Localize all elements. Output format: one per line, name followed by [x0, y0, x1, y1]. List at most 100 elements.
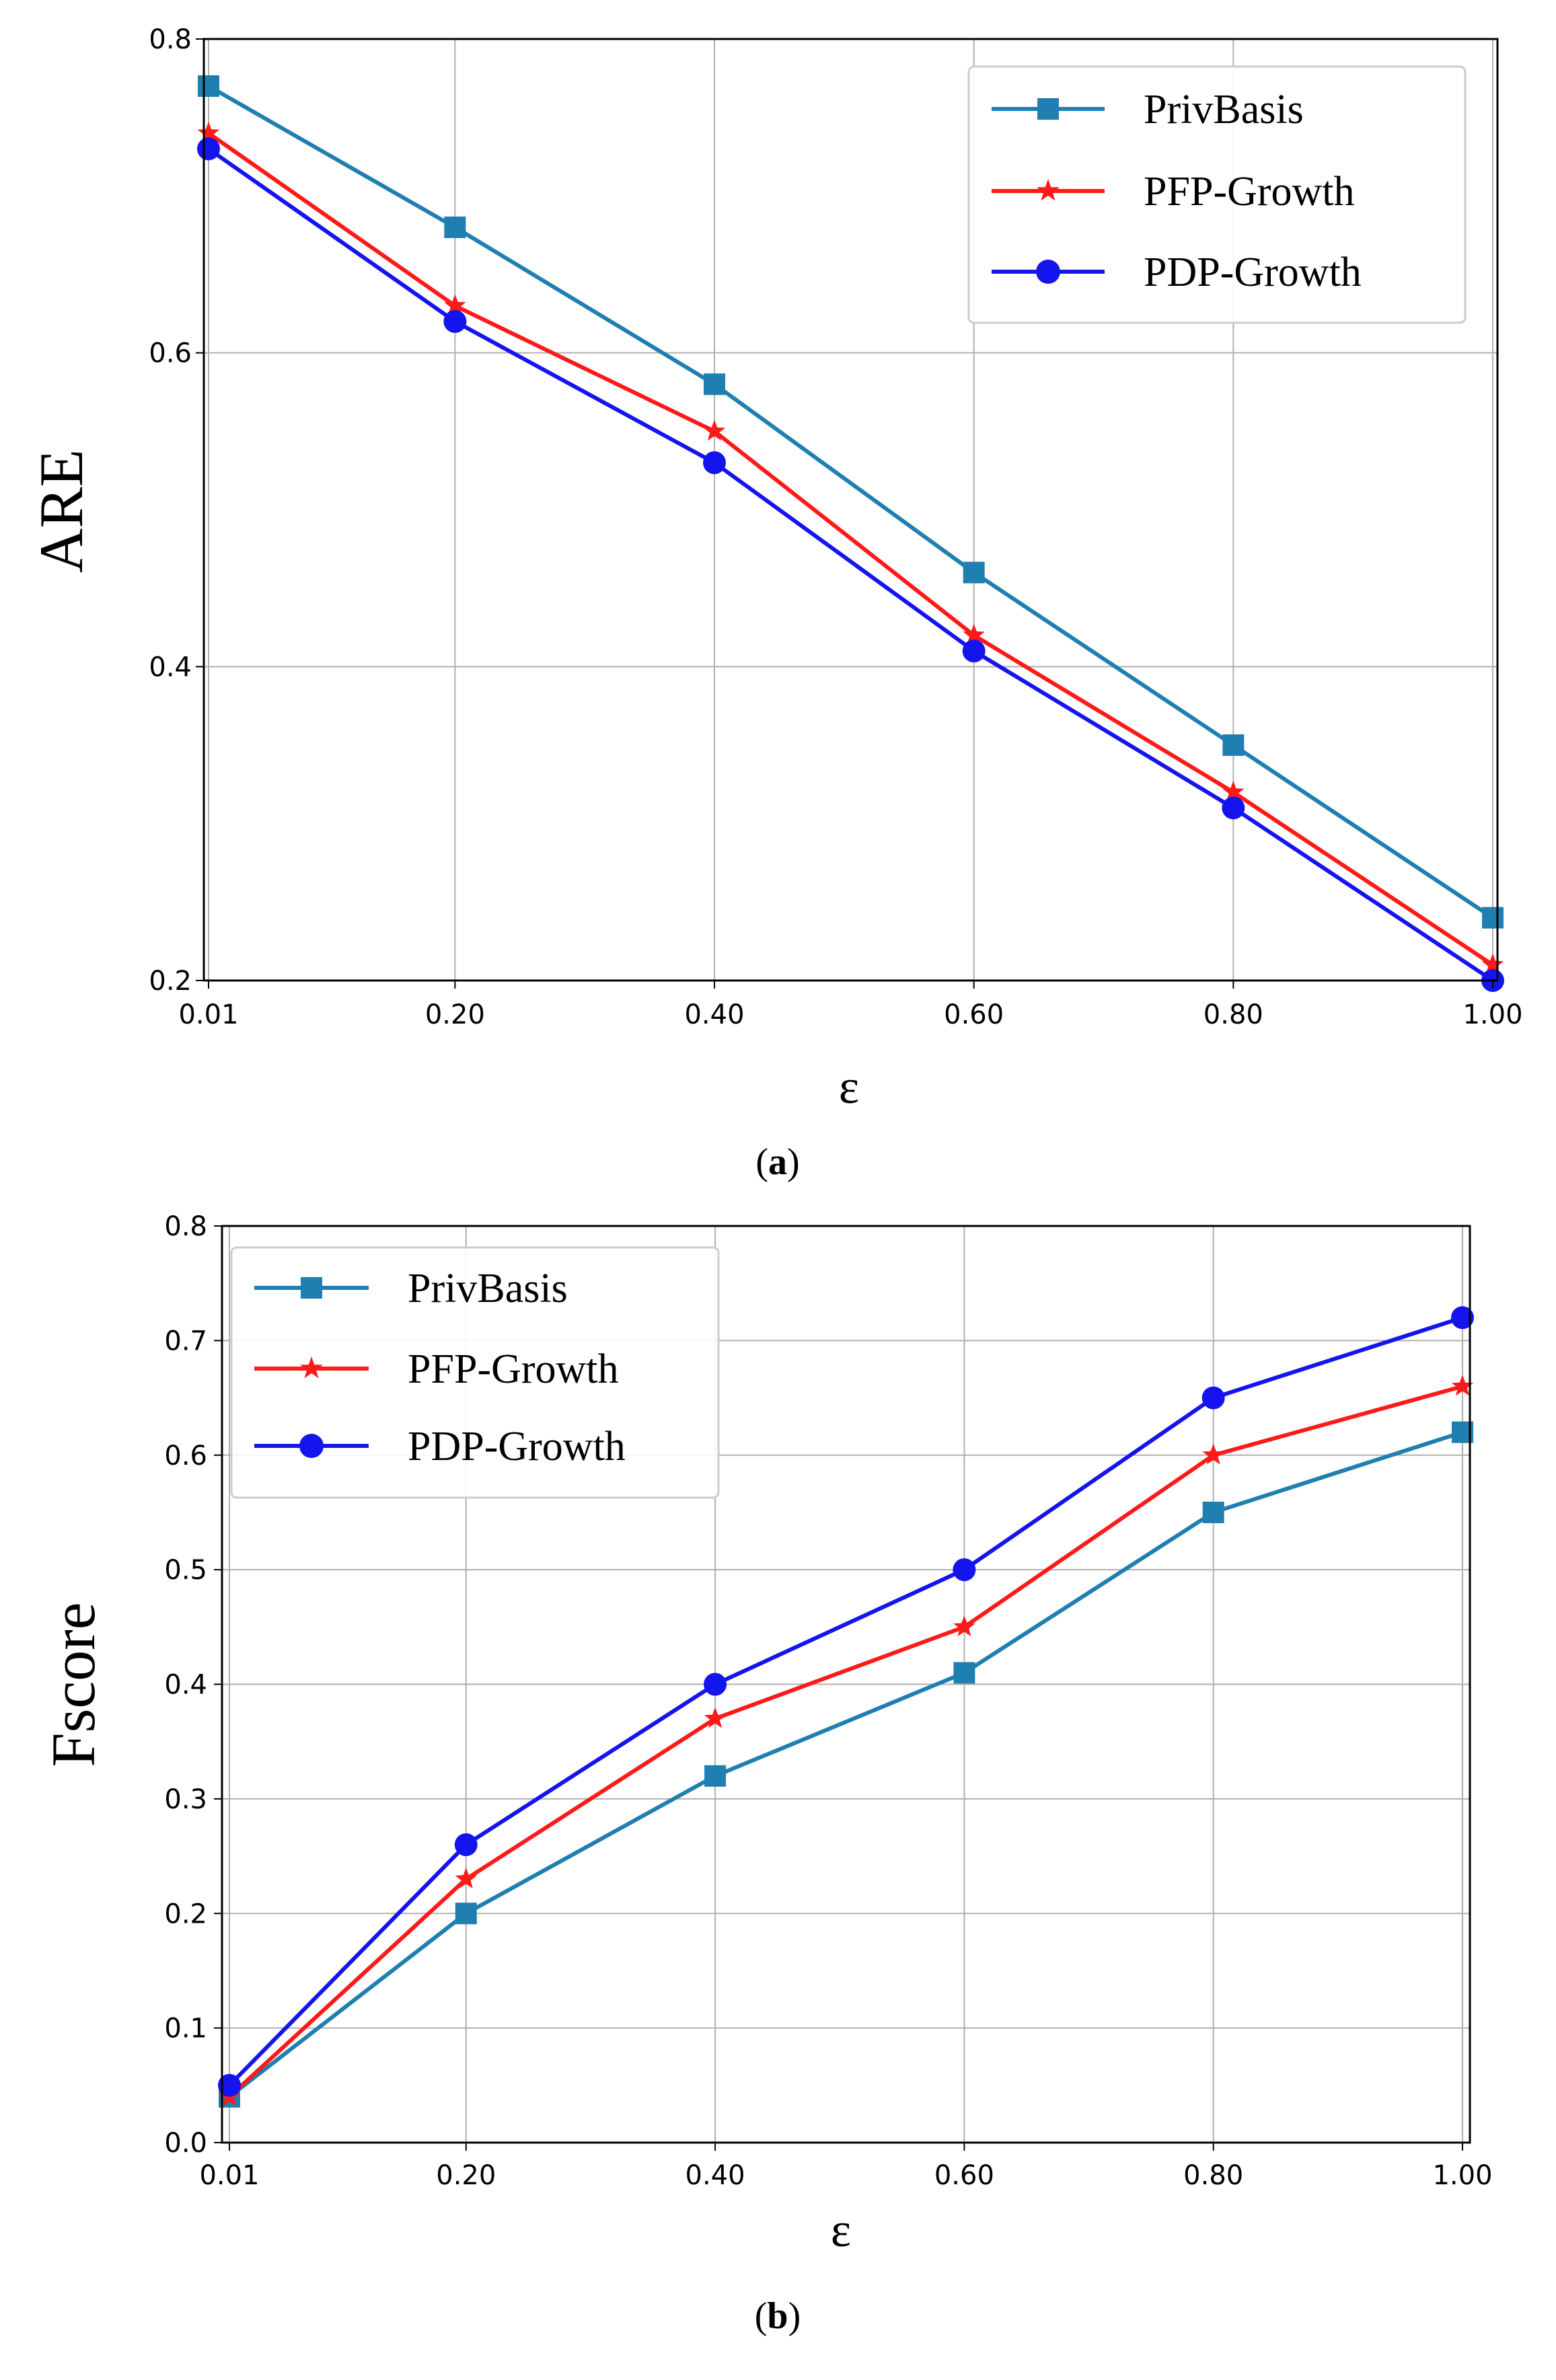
y-tick-label: 0.3: [164, 1784, 207, 1815]
data-point-pdp-growth: [703, 451, 727, 474]
legend-label-pfp-growth: PFP-Growth: [408, 1346, 619, 1392]
x-tick-label: 0.60: [934, 2160, 994, 2191]
data-point-privbasis: [704, 1765, 727, 1787]
data-point-pfp-growth: [704, 1707, 727, 1728]
chart-b-series: [218, 1306, 1474, 2108]
chart-a-legend-frame: [967, 65, 1467, 324]
series-privbasis: [219, 1421, 1473, 2108]
y-tick-label: 0.1: [164, 2013, 207, 2044]
data-point-pfp-growth: [444, 294, 466, 315]
y-tick-label: 0.7: [164, 1326, 207, 1356]
chart-a-plot-frame: [202, 38, 1499, 982]
x-tick-label: 1.00: [1462, 999, 1522, 1030]
data-point-pfp-growth: [1202, 1443, 1224, 1465]
chart-a-x-axis-label: ε: [839, 1060, 859, 1114]
chart-b-legend-frame: [230, 1246, 720, 1499]
y-tick-label: 0.6: [149, 338, 192, 369]
chart-b: 0.01 0.20 0.40 0.60 0.80 1.00 0.0 0.1 0.2 0.3 0.4…: [39, 1211, 1493, 2337]
legend-label-pdp-growth: PDP-Growth: [408, 1424, 626, 1469]
data-point-pdp-growth: [443, 310, 467, 333]
legend-label-privbasis: PrivBasis: [1144, 87, 1304, 132]
data-point-pfp-growth: [953, 1615, 975, 1637]
data-point-pdp-growth: [704, 1673, 727, 1696]
legend-entry-privbasis: PrivBasis: [992, 87, 1304, 132]
chart-a-y-axis-label: ARE: [27, 449, 96, 573]
x-tick-label: 0.01: [199, 2160, 259, 2191]
y-tick-label: 0.4: [149, 652, 192, 683]
data-point-pdp-growth: [218, 2073, 241, 2097]
legend-entry-pfp-growth: PFP-Growth: [992, 169, 1355, 215]
series-line-privbasis: [228, 1430, 1463, 2099]
legend-label-pdp-growth: PDP-Growth: [1144, 249, 1362, 295]
data-point-privbasis: [963, 562, 985, 584]
legend-entry-pdp-growth: PDP-Growth: [992, 249, 1362, 295]
series-line-privbasis: [207, 84, 1494, 920]
data-point-pdp-growth: [197, 137, 220, 161]
x-tick-label: 0.40: [686, 2160, 745, 2191]
data-point-privbasis: [704, 373, 726, 395]
legend-marker-square: [301, 1277, 322, 1299]
data-point-pdp-growth: [953, 1558, 976, 1582]
data-point-pdp-growth: [454, 1833, 478, 1857]
legend-entry-pfp-growth: PFP-Growth: [254, 1346, 619, 1392]
data-point-pfp-growth: [703, 420, 726, 441]
x-tick-label: 0.80: [1183, 2160, 1243, 2191]
chart-a-y-ticks: 0.2 0.4 0.6 0.8: [149, 24, 204, 997]
chart-b-x-axis-label: ε: [831, 2203, 851, 2257]
data-point-privbasis: [455, 1903, 477, 1925]
chart-b-x-ticks: 0.01 0.20 0.40 0.60 0.80 1.00: [199, 2143, 1493, 2191]
x-tick-label: 0.60: [944, 999, 1004, 1030]
legend-entry-pdp-growth: PDP-Growth: [254, 1424, 626, 1469]
data-point-privbasis: [444, 217, 466, 238]
data-point-pfp-growth: [455, 1868, 477, 1888]
data-point-pdp-growth: [1451, 1306, 1474, 1330]
data-point-privbasis: [1222, 734, 1245, 756]
data-point-privbasis: [1202, 1501, 1224, 1523]
legend-marker-circle: [299, 1434, 324, 1458]
data-point-privbasis: [953, 1662, 975, 1684]
legend-entry-privbasis: PrivBasis: [254, 1266, 568, 1311]
y-tick-label: 0.8: [164, 1211, 207, 1242]
y-tick-label: 0.0: [164, 2128, 207, 2159]
y-tick-label: 0.6: [164, 1441, 207, 1471]
data-point-pdp-growth: [1201, 1386, 1225, 1410]
chart-b-y-ticks: 0.0 0.1 0.2 0.3 0.4 0.5 0.6 0.7 0.8: [164, 1211, 222, 2159]
x-tick-label: 0.80: [1203, 999, 1263, 1030]
y-tick-label: 0.4: [164, 1670, 207, 1701]
legend-marker-circle: [1036, 260, 1060, 284]
legend-label-privbasis: PrivBasis: [408, 1266, 568, 1311]
data-point-pfp-growth: [1222, 781, 1245, 802]
chart-a-x-ticks: 0.01 0.20 0.40 0.60 0.80 1.00: [178, 981, 1523, 1030]
series-line-pdp-growth: [207, 147, 1494, 983]
y-tick-label: 0.2: [149, 966, 192, 997]
legend-marker-star: [1036, 179, 1060, 201]
x-tick-label: 0.40: [684, 999, 744, 1030]
x-tick-label: 0.20: [425, 999, 485, 1030]
x-tick-label: 1.00: [1432, 2160, 1492, 2191]
x-tick-label: 0.20: [436, 2160, 496, 2191]
data-point-privbasis: [198, 75, 219, 97]
chart-b-y-axis-label: Fscore: [39, 1602, 108, 1767]
legend-marker-square: [1037, 98, 1059, 120]
data-point-pfp-growth: [197, 122, 220, 143]
series-line-pfp-growth: [227, 1384, 1463, 2099]
y-tick-label: 0.2: [164, 1898, 207, 1929]
data-point-pfp-growth: [1481, 953, 1504, 974]
chart-a-legend: PrivBasis PFP-Growth PDP-Growth: [967, 65, 1467, 324]
y-tick-label: 0.8: [149, 24, 192, 55]
chart-a: 0.01 0.20 0.40 0.60 0.80 1.00 0.2 0.4 0.6 0.8 AR…: [27, 24, 1523, 1183]
chart-b-caption: (b): [755, 2295, 801, 2337]
data-point-pfp-growth: [963, 623, 985, 645]
series-line-pdp-growth: [227, 1315, 1463, 2087]
chart-a-series: [197, 75, 1504, 992]
data-point-pfp-growth: [1451, 1375, 1474, 1396]
data-point-pdp-growth: [962, 640, 986, 662]
series-pfp-growth: [197, 122, 1504, 974]
chart-a-caption: (a): [755, 1141, 799, 1183]
y-tick-label: 0.5: [164, 1555, 207, 1586]
series-privbasis: [198, 75, 1504, 929]
series-pdp-growth: [218, 1306, 1474, 2097]
x-tick-label: 0.01: [178, 999, 238, 1030]
data-point-privbasis: [1482, 907, 1504, 929]
